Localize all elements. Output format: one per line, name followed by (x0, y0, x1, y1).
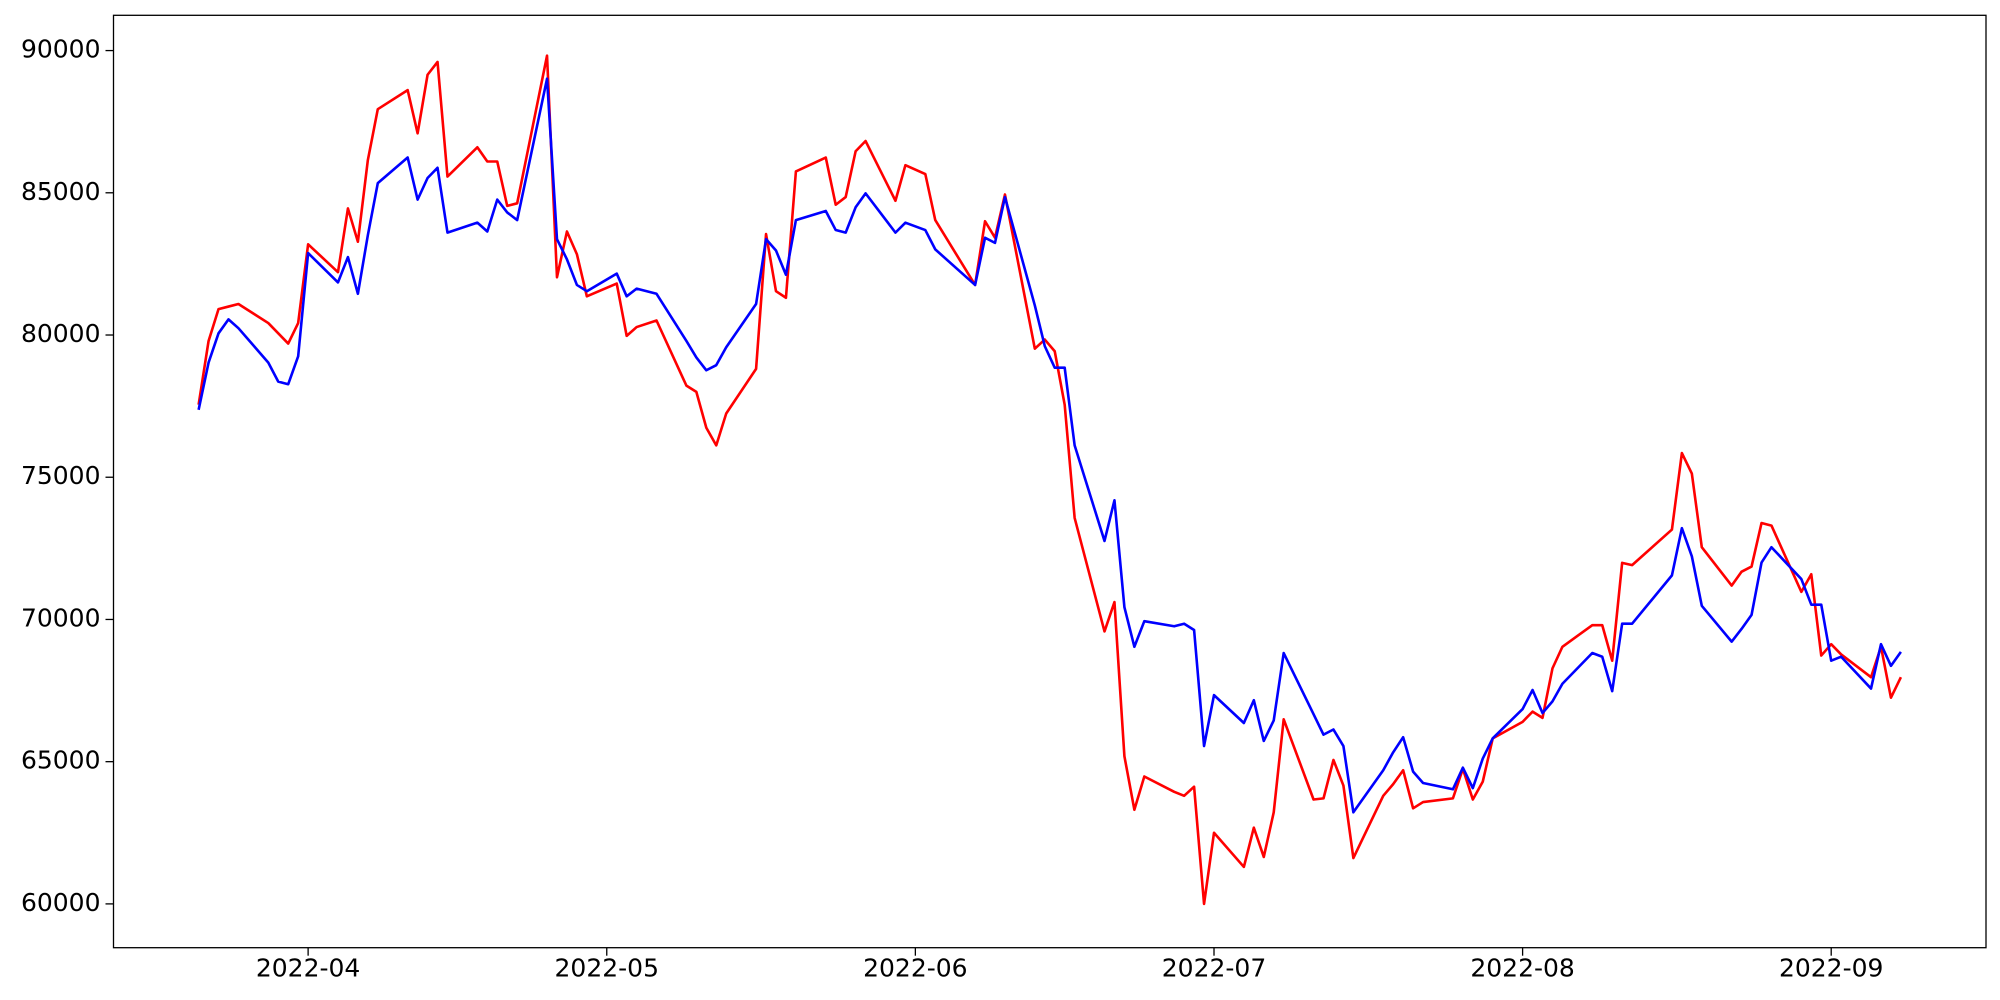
y-tick-label: 65000 (21, 746, 101, 775)
x-tick-label: 2022-08 (1470, 954, 1574, 983)
y-tick-label: 70000 (21, 603, 101, 632)
plot-frame (112, 14, 1987, 949)
y-tick-label: 85000 (21, 177, 101, 206)
x-tick-label: 2022-09 (1779, 954, 1883, 983)
series-line (197, 77, 1902, 814)
y-tick-label: 75000 (21, 461, 101, 490)
y-tick-label: 80000 (21, 319, 101, 348)
x-tick-label: 2022-05 (555, 954, 659, 983)
x-tick-label: 2022-06 (863, 954, 967, 983)
series-line (197, 54, 1903, 906)
x-tick-label: 2022-04 (256, 954, 360, 983)
x-tick-label: 2022-07 (1162, 954, 1266, 983)
y-tick-label: 60000 (21, 888, 101, 917)
y-tick-label: 90000 (21, 35, 101, 64)
